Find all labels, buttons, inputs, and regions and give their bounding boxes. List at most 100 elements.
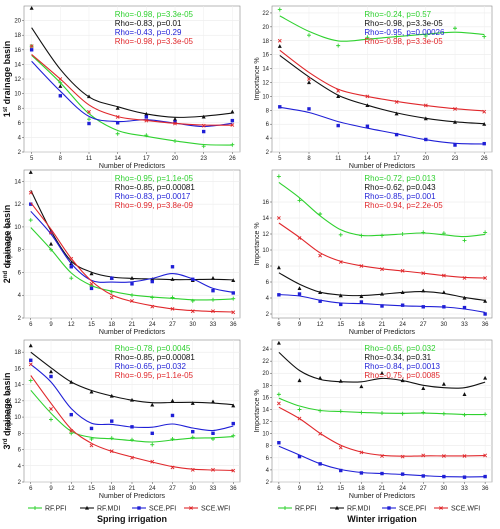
x-tick-label: 14 <box>114 156 121 162</box>
y-tick-label: 10 <box>14 225 21 231</box>
data-point-sce-wfi <box>318 431 323 436</box>
y-tick-label: 6 <box>18 448 22 454</box>
data-point-rf-mdi <box>462 295 467 300</box>
correlation-stat: Rho=-0.78, p=0.0045 <box>115 344 191 353</box>
data-point-sce-wfi <box>69 256 74 261</box>
y-tick-label: 14 <box>262 407 269 413</box>
x-tick-label: 6 <box>277 486 281 492</box>
correlation-stat: Rho=-0.95, p=0.00026 <box>364 28 445 37</box>
data-point-sce-pfi <box>365 124 370 128</box>
data-point-rf-pfi <box>380 411 384 416</box>
data-point-sce-wfi <box>150 304 155 309</box>
data-point-rf-mdi <box>69 379 74 384</box>
y-tick-label: 22 <box>262 11 269 17</box>
data-point-sce-wfi <box>421 271 426 276</box>
data-point-rf-pfi <box>49 417 53 422</box>
legend-marker <box>85 505 89 510</box>
correlation-stat: Rho=-0.98, p=3.3e-05 <box>364 37 443 46</box>
correlation-stat: Rho=-0.65, p=0.032 <box>364 344 436 353</box>
data-point-rf-mdi <box>276 265 281 270</box>
data-point-sce-pfi <box>230 118 235 123</box>
x-tick-label: 27 <box>169 486 176 492</box>
data-point-sce-wfi <box>441 273 446 278</box>
data-point-sce-wfi <box>338 260 343 264</box>
x-tick-label: 12 <box>317 486 324 492</box>
correlation-stat: Rho=-0.83, p=0.0017 <box>115 192 191 201</box>
data-point-sce-pfi <box>201 129 206 134</box>
legend-label: RF.PFI <box>45 506 66 513</box>
correlation-stat: Rho=-0.95, p=1.1e-05 <box>115 174 194 183</box>
data-point-sce-pfi <box>115 121 120 125</box>
x-tick-label: 9 <box>298 322 302 328</box>
data-point-rf-mdi <box>49 369 53 374</box>
x-tick-label: 8 <box>307 156 311 162</box>
data-point-sce-pfi <box>170 265 175 269</box>
data-point-sce-wfi <box>482 109 487 114</box>
correlation-stat: Rho=-0.98, p=3.3e-05 <box>364 19 443 28</box>
y-tick-label: 4 <box>18 464 22 470</box>
x-tick-label: 33 <box>461 322 468 328</box>
data-point-sce-wfi <box>380 454 384 458</box>
data-point-rf-mdi <box>297 286 302 290</box>
y-tick-label: 18 <box>14 33 21 39</box>
data-point-rf-mdi <box>483 299 488 303</box>
data-point-rf-mdi <box>89 271 94 276</box>
x-tick-label: 24 <box>149 486 156 492</box>
data-point-sce-wfi <box>276 401 281 406</box>
x-tick-label: 6 <box>29 322 33 328</box>
data-point-sce-pfi <box>191 429 195 434</box>
correlation-stat: Rho=-0.95, p=1.1e-05 <box>115 371 194 380</box>
data-point-sce-pfi <box>359 471 364 475</box>
correlation-stat: Rho=-0.43, p=0.29 <box>115 28 182 37</box>
x-tick-label: 6 <box>29 486 33 492</box>
y-axis-label: Importance % <box>254 389 261 432</box>
data-point-rf-mdi <box>318 290 323 294</box>
data-point-sce-wfi <box>400 268 405 273</box>
x-axis-label: Number of Predictors <box>349 493 416 500</box>
data-point-rf-pfi <box>453 26 458 31</box>
caption-1: Spring irrigation <box>97 514 167 524</box>
legend-marker <box>189 506 193 510</box>
data-point-sce-pfi <box>400 472 405 476</box>
data-point-rf-pfi <box>150 295 155 300</box>
data-point-rf-pfi <box>109 289 114 294</box>
data-point-sce-wfi <box>28 362 33 367</box>
correlation-stat: Rho=-0.62, p=0.043 <box>364 183 436 192</box>
data-point-sce-wfi <box>49 407 53 411</box>
data-point-sce-pfi <box>442 305 446 309</box>
data-point-sce-pfi <box>110 419 114 423</box>
y-tick-label: 6 <box>266 280 270 286</box>
data-point-rf-pfi <box>230 142 235 147</box>
data-point-rf-mdi <box>211 275 215 280</box>
data-point-rf-mdi <box>170 277 175 281</box>
correlation-stat: Rho=-0.85, p=0.00081 <box>115 183 196 192</box>
data-point-rf-mdi <box>231 403 236 408</box>
x-tick-label: 36 <box>230 322 237 328</box>
legend-marker <box>137 506 141 510</box>
y-tick-label: 18 <box>14 350 21 356</box>
data-point-sce-pfi <box>483 474 487 479</box>
data-point-sce-wfi <box>170 465 175 470</box>
data-point-sce-wfi <box>421 453 426 458</box>
y-tick-label: 24 <box>262 347 269 353</box>
x-tick-label: 8 <box>59 156 63 162</box>
data-point-sce-wfi <box>190 467 195 472</box>
data-point-rf-pfi <box>49 247 53 252</box>
y-tick-label: 16 <box>14 366 21 372</box>
y-tick-label: 16 <box>14 48 21 54</box>
data-point-sce-wfi <box>201 123 206 128</box>
data-point-sce-pfi <box>69 412 73 417</box>
data-point-sce-pfi <box>442 474 446 479</box>
y-tick-label: 8 <box>266 264 270 270</box>
data-point-sce-wfi <box>276 216 281 220</box>
y-tick-label: 18 <box>262 39 269 45</box>
data-point-sce-wfi <box>87 109 91 114</box>
y-tick-label: 16 <box>262 395 269 401</box>
data-point-sce-wfi <box>453 106 457 111</box>
legend-label: SCE.PFI <box>149 506 176 513</box>
data-point-rf-mdi <box>338 378 343 383</box>
data-point-sce-pfi <box>307 107 311 111</box>
data-point-sce-pfi <box>278 105 282 109</box>
